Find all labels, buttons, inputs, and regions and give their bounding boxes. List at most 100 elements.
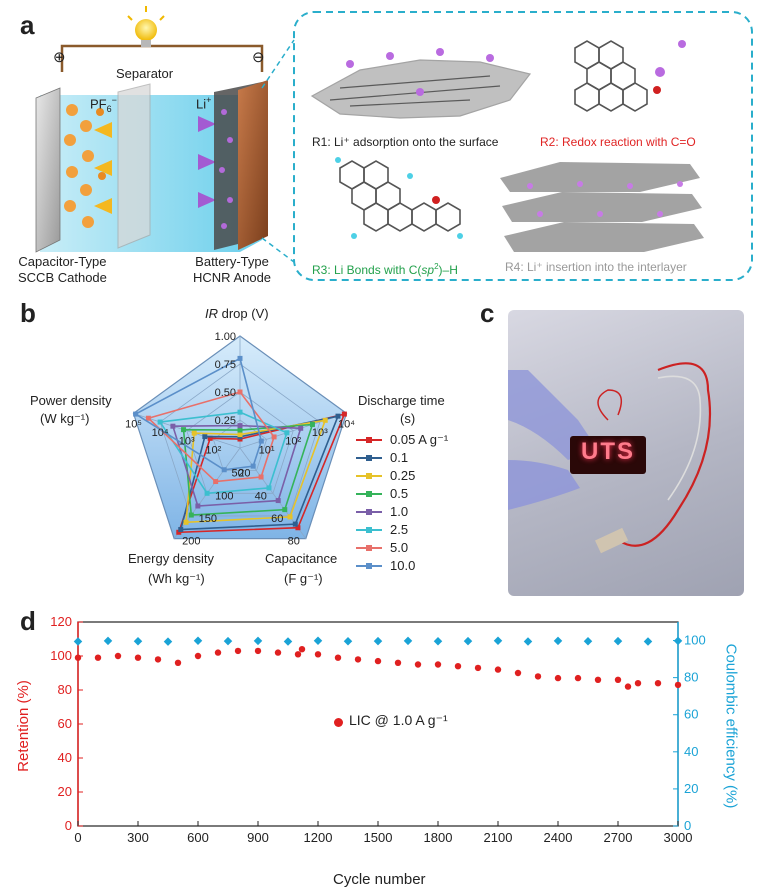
- cycle-y-left-tick-label: 40: [58, 750, 72, 765]
- separator-membrane: [117, 83, 151, 249]
- external-circuit-wire: [60, 44, 264, 72]
- ce-point: [103, 636, 113, 646]
- retention-point: [374, 657, 382, 665]
- radar-series-line: [134, 357, 263, 471]
- retention-point: [654, 680, 662, 687]
- cycle-x-tick-label: 1500: [364, 830, 393, 845]
- radar-tick-label: 200: [182, 536, 200, 548]
- ce-point: [133, 637, 143, 646]
- radar-tick-label: 50: [232, 468, 244, 480]
- led-photo: UTS: [508, 310, 744, 596]
- radar-axis-title-energy: Energy density: [128, 551, 214, 566]
- radar-legend-marker: [366, 473, 372, 479]
- ce-point: [73, 637, 83, 646]
- cycle-x-tick-label: 2100: [484, 830, 513, 845]
- radar-point: [145, 415, 151, 421]
- radar-legend-marker: [366, 491, 372, 497]
- radar-legend-marker: [366, 545, 372, 551]
- radar-tick-label: 150: [199, 513, 217, 525]
- retention-point: [214, 649, 222, 656]
- radar-series-line: [146, 391, 275, 483]
- radar-point: [298, 425, 304, 431]
- radar-series-line: [182, 423, 314, 516]
- radar-tick-label: 10²: [205, 444, 221, 456]
- wire-white: [657, 375, 702, 501]
- cycling-chart: 0 300 600 900 1200 1500 1800 2100 2400 2700 300002…: [50, 614, 706, 845]
- radar-point: [237, 432, 243, 438]
- cycle-y-right-tick-label: 80: [684, 670, 698, 685]
- cation-label: Li+: [196, 92, 211, 112]
- panel-label-c: c: [480, 298, 495, 328]
- radar-axis-unit-energy: (Wh kg⁻¹): [148, 571, 205, 586]
- radar-point: [170, 423, 176, 429]
- radar-tick-label: 0.75: [215, 359, 236, 371]
- radar-legend-label: 0.5: [390, 486, 409, 501]
- r4-caption: R4: Li⁺ insertion into the interlayer: [505, 260, 687, 274]
- radar-axis-unit-capacitance: (F g⁻¹): [284, 571, 323, 586]
- r1-caption: R1: Li⁺ adsorption onto the surface: [312, 135, 499, 149]
- ir-rest: drop (V): [218, 306, 269, 321]
- radar-axis-title-capacitance: Capacitance: [265, 551, 338, 566]
- retention-point: [314, 651, 322, 658]
- retention-point: [594, 676, 602, 683]
- radar-axis-title-power: Power density: [30, 393, 112, 408]
- radar-point: [207, 435, 213, 441]
- cathode-particles: [64, 104, 106, 228]
- photo-illustration: [508, 362, 712, 554]
- cycle-y-left-title: Retention (%): [14, 680, 32, 772]
- radar-legend-marker: [366, 509, 372, 515]
- r3-caption-sp: sp: [421, 263, 435, 277]
- anode-caption-line1: Battery-Type: [195, 254, 269, 269]
- cycle-y-left-tick-label: 100: [50, 648, 72, 663]
- r4-stacked-layers: [500, 162, 704, 252]
- negative-terminal-icon: ⊖: [252, 49, 265, 66]
- retention-point: [254, 647, 262, 655]
- ce-point: [313, 636, 323, 645]
- cathode-caption: Capacitor-Type SCCB Cathode: [18, 254, 107, 286]
- cycle-y-left-tick-label: 80: [58, 682, 72, 697]
- retention-point: [134, 654, 142, 661]
- radar-tick-label: 20: [238, 468, 250, 480]
- retention-point: [334, 654, 342, 661]
- radar-point: [335, 413, 341, 419]
- radar-point: [275, 498, 281, 504]
- radar-tick-label: 10⁴: [152, 427, 169, 439]
- radar-point: [271, 434, 277, 440]
- cycle-y-right-tick-label: 100: [684, 633, 706, 648]
- retention-point: [194, 652, 202, 660]
- r3-caption-sup: 2: [434, 262, 439, 271]
- radar-point: [258, 474, 264, 480]
- radar-legend-marker: [366, 437, 372, 443]
- radar-point: [237, 423, 243, 429]
- cycle-y-left-tick-label: 60: [58, 716, 72, 731]
- retention-point: [434, 661, 442, 668]
- radar-legend-label: 1.0: [390, 504, 409, 519]
- ce-point: [253, 636, 263, 646]
- radar-point: [191, 430, 197, 436]
- radar-point: [178, 527, 184, 533]
- ce-point: [403, 636, 413, 646]
- retention-point: [234, 647, 242, 655]
- radar-spoke: [133, 413, 241, 449]
- radar-axis-title-discharge: Discharge time: [358, 393, 445, 408]
- radar-point: [133, 411, 139, 417]
- ce-point: [193, 636, 203, 645]
- retention-point: [634, 680, 642, 687]
- retention-point: [624, 683, 632, 690]
- retention-point: [514, 669, 522, 677]
- radar-point: [282, 507, 288, 513]
- anion-charge: −: [111, 95, 117, 105]
- panel-label-d: d: [20, 606, 36, 636]
- cycle-y-left-tick-label: 0: [65, 818, 72, 833]
- radar-axis-title-ir: IR drop (V): [205, 306, 269, 322]
- radar-point: [309, 421, 315, 427]
- retention-point: [94, 654, 102, 661]
- r2-graphene-fragment: [574, 40, 648, 112]
- r3-caption: R3: Li Bonds with C(sp2)–H: [312, 259, 458, 278]
- retention-point: [354, 656, 362, 663]
- ce-point: [523, 637, 533, 646]
- cycle-x-tick-label: 3000: [664, 830, 693, 845]
- wire-red: [617, 362, 712, 547]
- cathode-collector: [35, 87, 61, 253]
- cathode-caption-line1: Capacitor-Type: [18, 254, 107, 269]
